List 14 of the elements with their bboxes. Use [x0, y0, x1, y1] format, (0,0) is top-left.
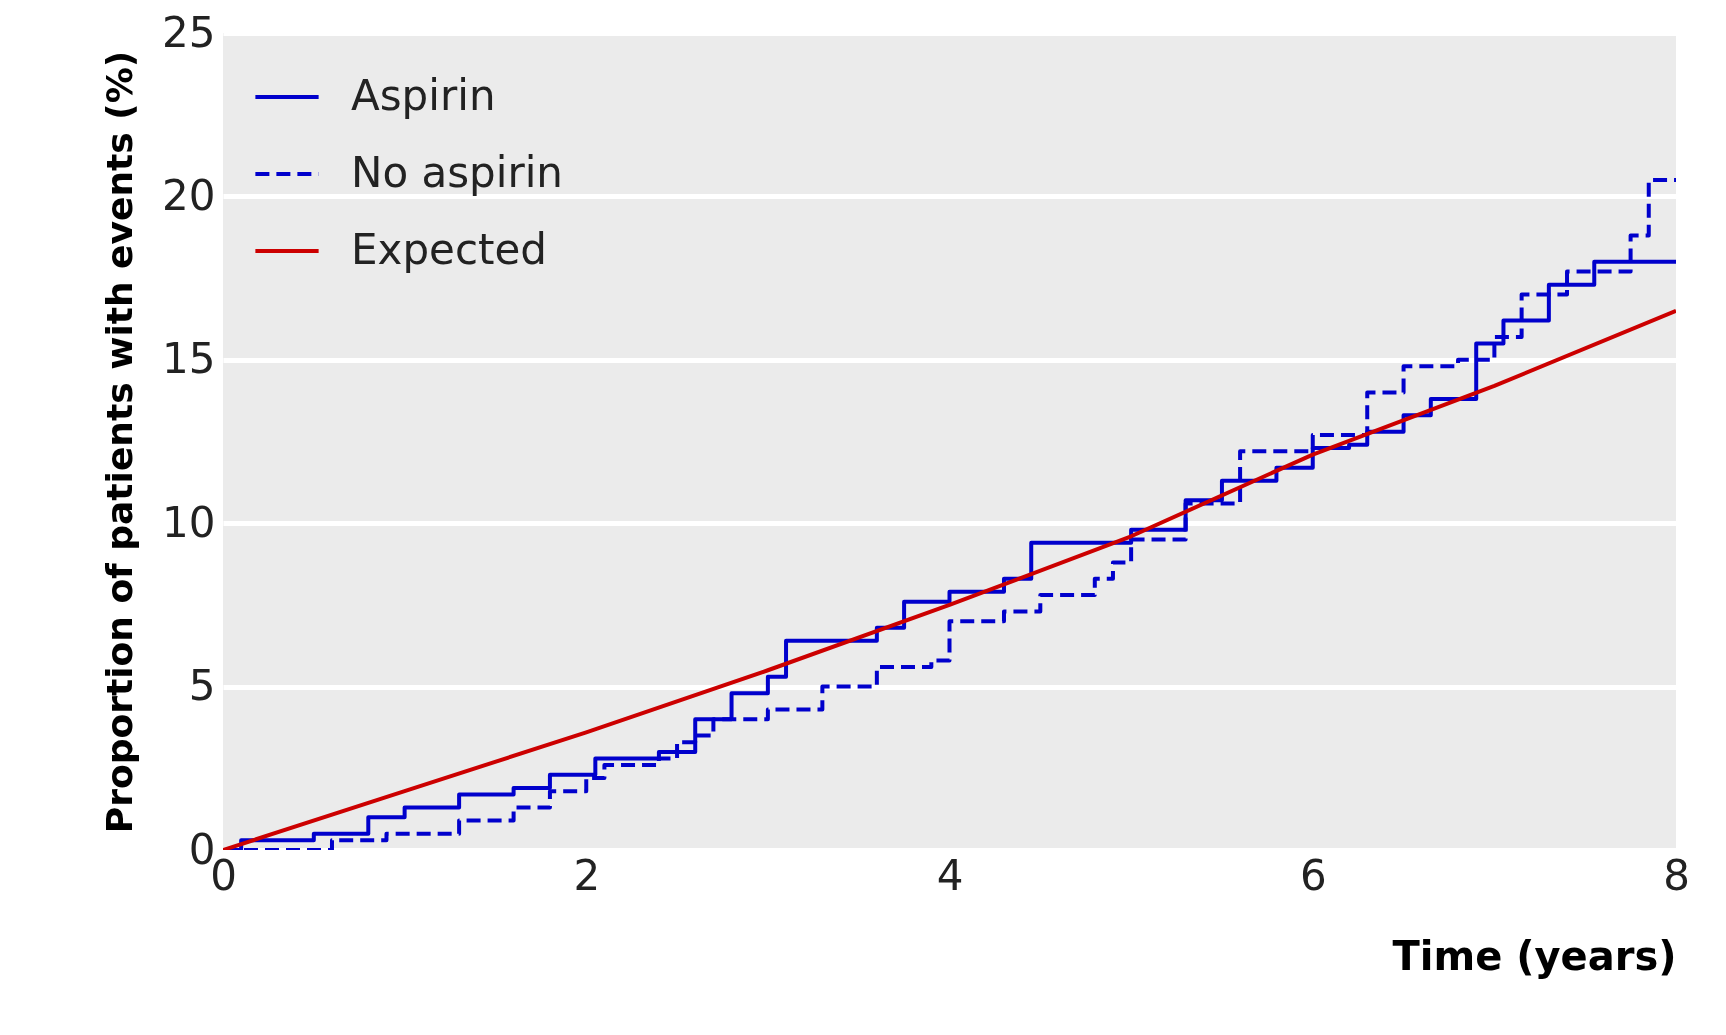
legend-label: No aspirin — [351, 148, 563, 197]
legend-label: Aspirin — [351, 71, 496, 120]
legend-label: Expected — [351, 225, 547, 274]
y-tick-label: 10 — [162, 497, 216, 547]
y-tick-label: 15 — [162, 334, 216, 384]
y-tick-label: 25 — [162, 7, 216, 57]
y-axis-title: Proportion of patients with events (%) — [99, 50, 141, 834]
y-tick-label: 5 — [188, 661, 216, 711]
x-tick-label: 6 — [1299, 850, 1327, 900]
x-tick-label: 8 — [1663, 850, 1690, 900]
x-axis-title: Time (years) — [1392, 932, 1677, 979]
x-tick-label: 2 — [573, 850, 601, 900]
y-tick-label: 20 — [162, 170, 216, 220]
x-tick-label: 4 — [936, 850, 964, 900]
